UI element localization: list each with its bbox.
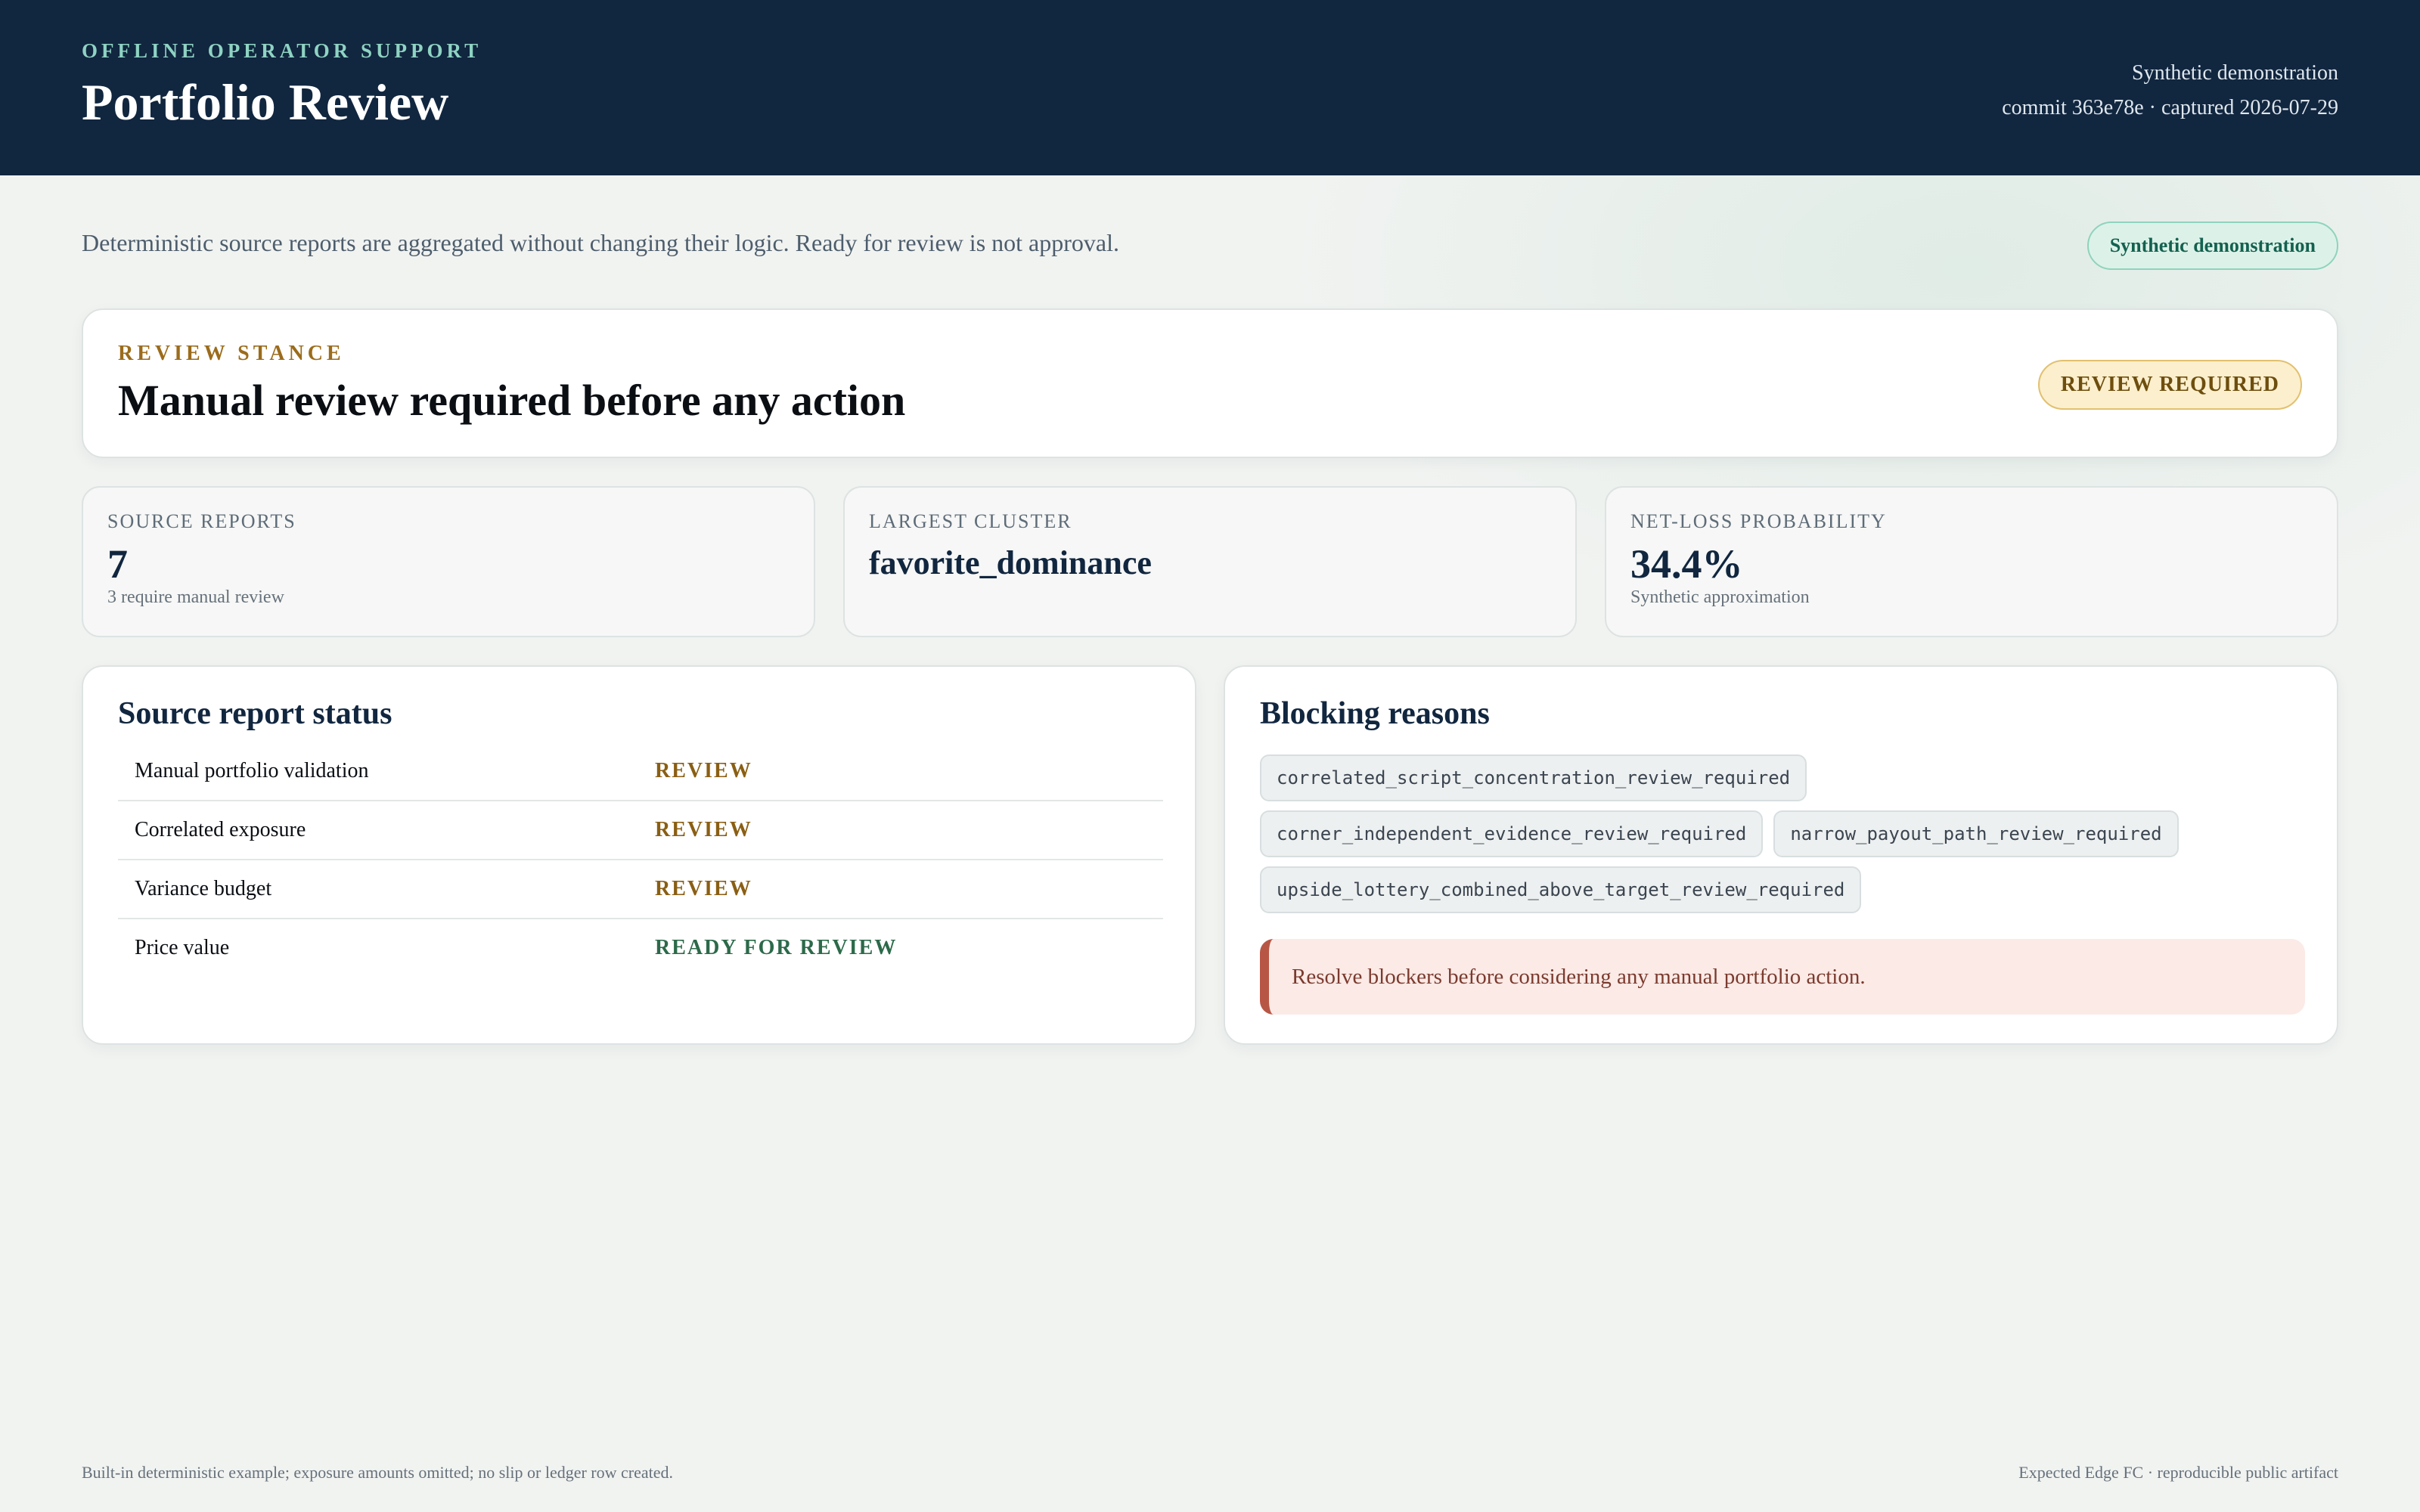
footer-disclaimer: Built-in deterministic example; exposure… (82, 1463, 674, 1482)
metric-value: 34.4% (1630, 541, 1743, 587)
metric-source-reports: SOURCE REPORTS 7 3 require manual review (82, 486, 815, 637)
blocking-reasons-panel: Blocking reasons correlated_script_conce… (1224, 665, 2338, 1045)
metric-note: 3 require manual review (107, 587, 284, 607)
status-table: Manual portfolio validation REVIEW Corre… (118, 742, 1163, 977)
stance-label: REVIEW STANCE (118, 342, 345, 365)
intro-text: Deterministic source reports are aggrega… (82, 229, 1119, 256)
source-report-status-panel: Source report status Manual portfolio va… (82, 665, 1196, 1045)
blocker-chip-list: correlated_script_concentration_review_r… (1260, 754, 2319, 922)
report-name: Variance budget (135, 877, 272, 900)
metric-net-loss-probability: NET-LOSS PROBABILITY 34.4% Synthetic app… (1605, 486, 2338, 637)
blocker-chip: upside_lottery_combined_above_target_rev… (1260, 866, 1862, 913)
header-meta-commit: commit 363e78e · captured 2026-07-29 (2002, 96, 2338, 119)
header-meta: Synthetic demonstration commit 363e78e ·… (2002, 56, 2338, 125)
header-meta-mode: Synthetic demonstration (2132, 61, 2338, 85)
stance-headline: Manual review required before any action (118, 376, 906, 425)
page-title: Portfolio Review (82, 73, 449, 131)
report-name: Manual portfolio validation (135, 759, 369, 782)
header-eyebrow: OFFLINE OPERATOR SUPPORT (82, 39, 482, 62)
report-status: REVIEW (655, 877, 752, 900)
blocker-chip: correlated_script_concentration_review_r… (1260, 754, 1807, 801)
report-status: REVIEW (655, 818, 752, 841)
footer-attribution: Expected Edge FC · reproducible public a… (2018, 1463, 2338, 1482)
table-row: Price value READY FOR REVIEW (118, 919, 1163, 977)
blocker-alert: Resolve blockers before considering any … (1260, 939, 2305, 1015)
report-status: REVIEW (655, 759, 752, 782)
panel-title: Blocking reasons (1260, 696, 1490, 731)
page-header: OFFLINE OPERATOR SUPPORT Portfolio Revie… (0, 0, 2420, 175)
review-stance-card: REVIEW STANCE Manual review required bef… (82, 308, 2338, 458)
metric-value: 7 (107, 541, 128, 587)
blocker-chip: corner_independent_evidence_review_requi… (1260, 810, 1764, 857)
panel-title: Source report status (118, 696, 392, 731)
metric-label: LARGEST CLUSTER (869, 510, 1072, 532)
table-row: Correlated exposure REVIEW (118, 801, 1163, 860)
synthetic-badge: Synthetic demonstration (2086, 222, 2338, 270)
metric-value: favorite_dominance (869, 544, 1152, 581)
metric-label: SOURCE REPORTS (107, 510, 296, 532)
metric-note: Synthetic approximation (1630, 587, 1810, 607)
metric-label: NET-LOSS PROBABILITY (1630, 510, 1887, 532)
table-row: Variance budget REVIEW (118, 860, 1163, 919)
report-name: Correlated exposure (135, 818, 306, 841)
metric-largest-cluster: LARGEST CLUSTER favorite_dominance (843, 486, 1577, 637)
review-required-badge: REVIEW REQUIRED (2037, 360, 2302, 410)
table-row: Manual portfolio validation REVIEW (118, 742, 1163, 801)
report-name: Price value (135, 936, 230, 959)
report-status: READY FOR REVIEW (655, 936, 898, 959)
blocker-chip: narrow_payout_path_review_required (1773, 810, 2179, 857)
